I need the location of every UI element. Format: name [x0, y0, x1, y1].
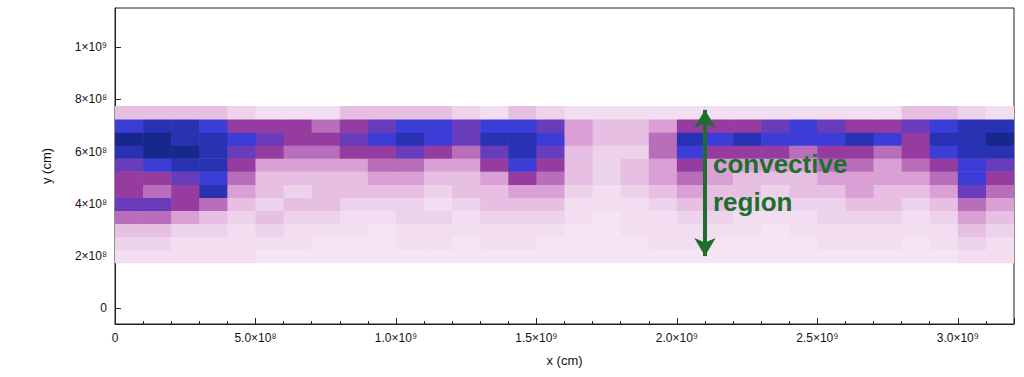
svg-text:0: 0 — [112, 331, 119, 345]
svg-text:1×10⁹: 1×10⁹ — [75, 40, 107, 54]
svg-text:2.5×10⁹: 2.5×10⁹ — [796, 331, 838, 345]
svg-text:x (cm): x (cm) — [546, 353, 582, 368]
svg-text:convective: convective — [713, 149, 847, 179]
svg-text:2×10⁸: 2×10⁸ — [75, 249, 107, 263]
svg-text:y (cm): y (cm) — [39, 148, 54, 184]
svg-text:5.0×10⁸: 5.0×10⁸ — [234, 331, 276, 345]
svg-text:3.0×10⁹: 3.0×10⁹ — [937, 331, 979, 345]
svg-text:0: 0 — [100, 301, 107, 315]
svg-text:6×10⁸: 6×10⁸ — [75, 145, 107, 159]
svg-text:4×10⁸: 4×10⁸ — [75, 197, 107, 211]
svg-text:2.0×10⁹: 2.0×10⁹ — [656, 331, 698, 345]
svg-text:1.5×10⁹: 1.5×10⁹ — [515, 331, 557, 345]
svg-text:region: region — [713, 187, 792, 217]
svg-text:8×10⁸: 8×10⁸ — [75, 92, 107, 106]
svg-text:1.0×10⁹: 1.0×10⁹ — [375, 331, 417, 345]
